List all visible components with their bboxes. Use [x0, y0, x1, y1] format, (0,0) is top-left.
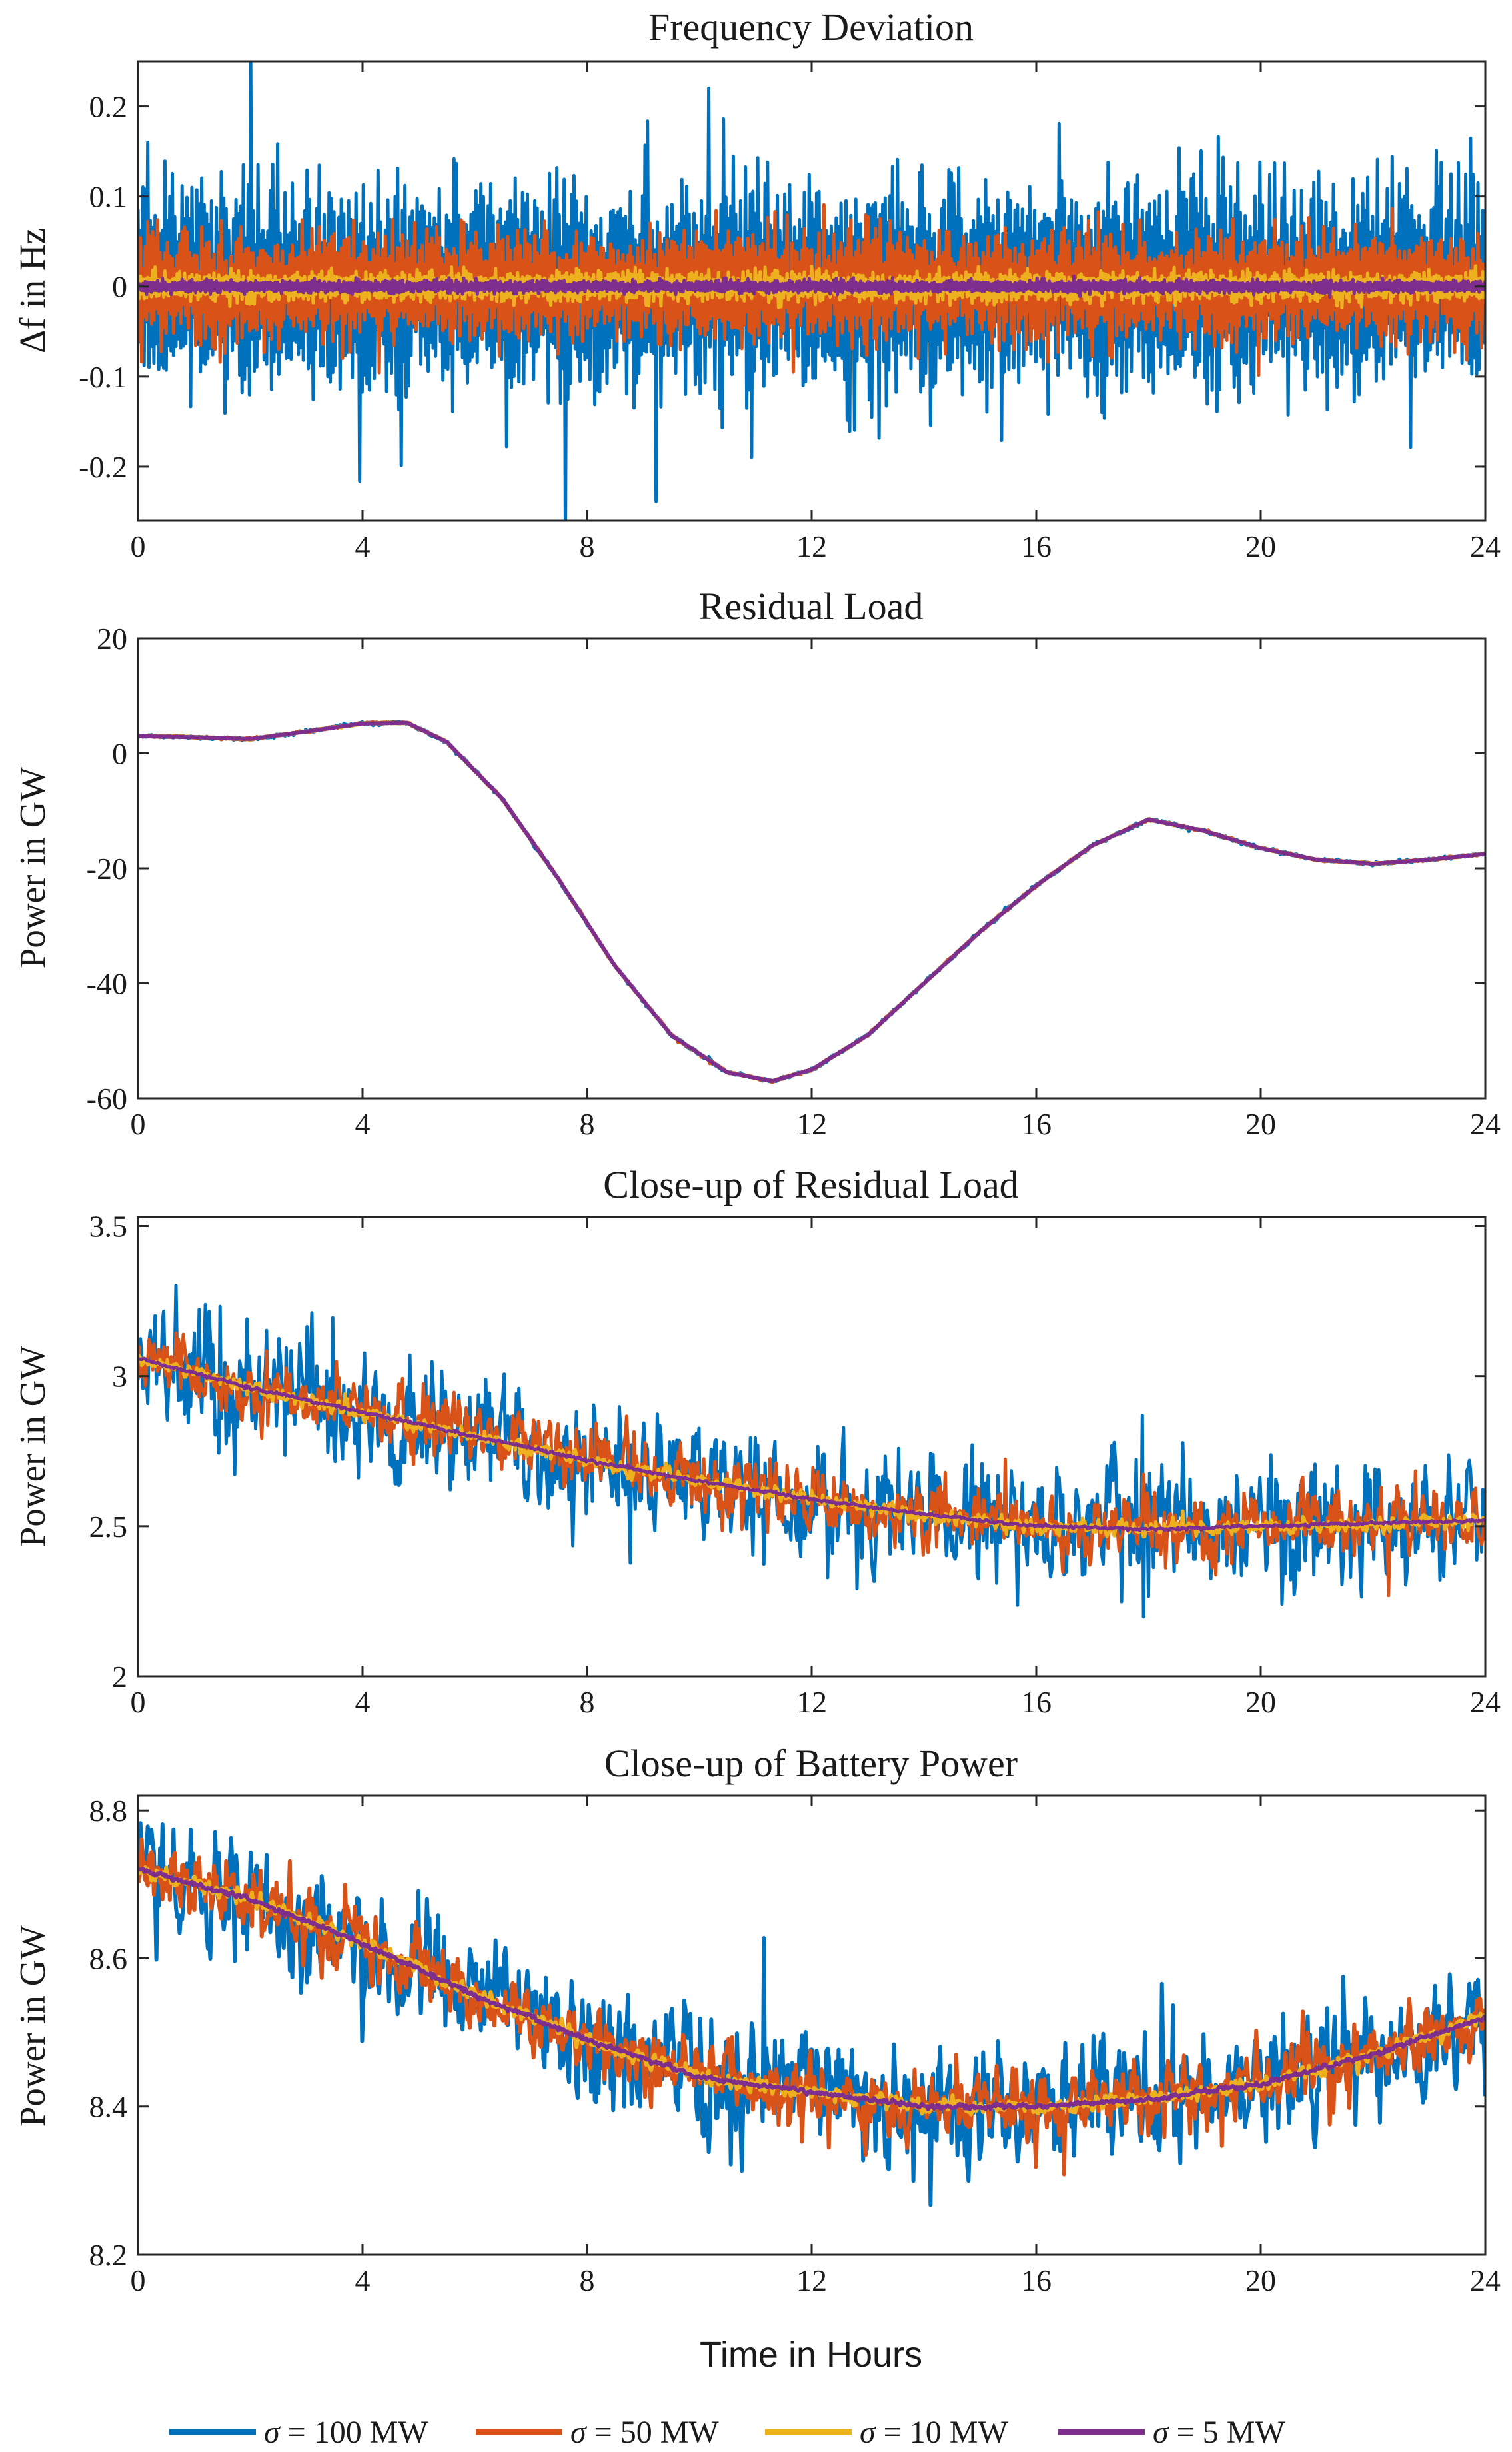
figure: Frequency Deviation Δf in Hz 0 4 8 12 16 20 24… [0, 0, 1512, 2452]
plot-background [138, 1217, 1485, 1676]
panel-frequency-deviation: Frequency Deviation Δf in Hz 0 4 8 12 16 20 24… [12, 5, 1501, 563]
legend-label: σ = 50 MW [570, 2415, 719, 2450]
x-tick-label: 16 [1021, 529, 1052, 563]
x-tick-label: 24 [1470, 529, 1501, 563]
y-tick-label: 2 [112, 1660, 127, 1694]
x-tick-label: 4 [355, 529, 371, 563]
plot-area: 0 4 8 12 16 20 24 -60 -40 -20 0 20 [87, 622, 1501, 1141]
y-tick-label: 0.1 [89, 180, 128, 214]
x-tick-label: 16 [1021, 2263, 1052, 2297]
y-tick-label: 8.8 [89, 1794, 128, 1828]
y-tick-label: 0 [112, 737, 127, 771]
y-tick-label: -0.2 [79, 450, 127, 484]
plot-background [138, 638, 1485, 1098]
x-tick-label: 12 [796, 2263, 827, 2297]
x-tick-label: 8 [580, 1685, 595, 1719]
panel-title: Close-up of Residual Load [603, 1163, 1018, 1206]
y-tick-label: 3 [112, 1360, 127, 1394]
x-tick-label: 24 [1470, 2263, 1501, 2297]
x-tick-label: 4 [355, 1107, 371, 1141]
x-tick-label: 0 [131, 529, 146, 563]
y-axis-label: Δf in Hz [12, 228, 53, 353]
y-tick-label: 2.5 [89, 1510, 128, 1544]
legend-entry-sigma-100: σ = 100 MW [169, 2415, 428, 2450]
y-tick-label: 8.2 [89, 2238, 128, 2272]
x-tick-label: 4 [355, 1685, 371, 1719]
x-tick-label: 20 [1245, 1107, 1276, 1141]
panel-residual-load: Residual Load Power in GW 0 4 8 12 16 20 24 -60… [12, 585, 1501, 1141]
x-tick-label: 12 [796, 529, 827, 563]
y-axis-label: Power in GW [12, 1925, 53, 2127]
x-axis-label: Time in Hours [700, 2335, 922, 2375]
y-tick-label: -20 [87, 852, 127, 886]
y-tick-label: 20 [97, 622, 127, 656]
x-tick-label: 4 [355, 2263, 371, 2297]
x-tick-label: 16 [1021, 1685, 1052, 1719]
y-tick-label: -60 [87, 1082, 127, 1116]
x-tick-label: 16 [1021, 1107, 1052, 1141]
x-tick-label: 8 [580, 1107, 595, 1141]
x-tick-label: 0 [131, 1107, 146, 1141]
legend: σ = 100 MW σ = 50 MW σ = 10 MW σ = 5 MW [169, 2415, 1285, 2450]
x-tick-label: 8 [580, 2263, 595, 2297]
x-tick-label: 24 [1470, 1107, 1501, 1141]
plot-area: 0 4 8 12 16 20 24 8.2 8.4 8.6 8.8 [89, 1794, 1501, 2297]
panel-close-up-battery-power: Close-up of Battery Power Power in GW 0 4… [12, 1742, 1501, 2375]
x-tick-label: 0 [131, 1685, 146, 1719]
legend-label: σ = 10 MW [860, 2415, 1008, 2450]
x-tick-label: 12 [796, 1107, 827, 1141]
y-tick-label: 0 [112, 270, 127, 304]
y-tick-label: 8.6 [89, 1941, 128, 1975]
y-tick-label: -0.1 [79, 360, 127, 394]
legend-entry-sigma-50: σ = 50 MW [476, 2415, 719, 2450]
x-tick-label: 20 [1245, 1685, 1276, 1719]
x-tick-label: 0 [131, 2263, 146, 2297]
plot-area: 0 4 8 12 16 20 24 -0.2 -0.1 0 0.1 0.2 [79, 50, 1501, 563]
x-tick-label: 8 [580, 529, 595, 563]
x-tick-label: 12 [796, 1685, 827, 1719]
y-tick-label: -40 [87, 967, 127, 1001]
panel-title: Close-up of Battery Power [604, 1742, 1018, 1785]
panel-title: Residual Load [699, 585, 924, 628]
y-axis-label: Power in GW [12, 1346, 53, 1548]
plot-area: 0 4 8 12 16 20 24 2 2.5 3 3.5 [89, 1210, 1501, 1719]
panel-close-up-residual-load: Close-up of Residual Load Power in GW 0 4… [12, 1163, 1501, 1719]
legend-label: σ = 100 MW [264, 2415, 428, 2450]
legend-entry-sigma-5: σ = 5 MW [1058, 2415, 1285, 2450]
y-axis-label: Power in GW [12, 767, 53, 969]
y-tick-label: 8.4 [89, 2090, 128, 2124]
legend-entry-sigma-10: σ = 10 MW [765, 2415, 1008, 2450]
y-tick-label: 3.5 [89, 1210, 128, 1244]
y-tick-label: 0.2 [89, 90, 128, 124]
legend-label: σ = 5 MW [1153, 2415, 1285, 2450]
x-tick-label: 20 [1245, 529, 1276, 563]
x-tick-label: 20 [1245, 2263, 1276, 2297]
x-tick-label: 24 [1470, 1685, 1501, 1719]
panel-title: Frequency Deviation [648, 5, 974, 49]
